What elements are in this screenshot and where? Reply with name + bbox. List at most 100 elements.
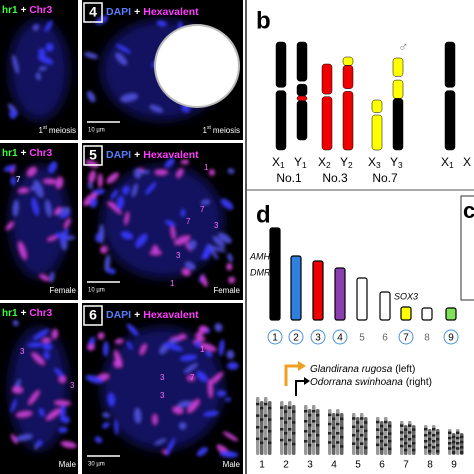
species-note: (right) xyxy=(406,377,432,388)
scale-label: 10 µm xyxy=(88,288,105,294)
chromosome-blob xyxy=(89,197,98,208)
karyotype-band xyxy=(268,430,272,433)
arrow xyxy=(295,380,306,396)
karyotype-band xyxy=(328,413,332,417)
karyotype-chromosome xyxy=(284,405,288,455)
karyotype-band xyxy=(280,406,284,409)
chromosome-blob xyxy=(38,48,46,57)
number-circle xyxy=(310,329,326,345)
karyotype-band xyxy=(264,414,268,417)
chromosome-blob xyxy=(43,178,57,184)
chromosome-blob xyxy=(39,274,50,282)
karyotype-band xyxy=(288,406,292,409)
caption: Female xyxy=(213,286,240,295)
karyotype-band xyxy=(332,426,336,430)
karyotype-band xyxy=(292,432,296,435)
karyotype-number: 1 xyxy=(259,460,265,471)
chromosome-blob xyxy=(200,247,212,260)
chromosome-blob xyxy=(174,235,191,245)
chromosome-blob xyxy=(33,180,44,198)
chromosome xyxy=(321,63,333,95)
gene-label: SOX3 xyxy=(394,291,418,301)
chromosome-blob xyxy=(107,392,116,407)
chromosome-blob xyxy=(152,414,158,425)
karyotype-band xyxy=(308,444,312,447)
chromosome-number: 7 xyxy=(403,333,409,344)
chromosome-number: 9 xyxy=(448,333,454,344)
chromosome-blob xyxy=(97,332,105,340)
chromosome-blob xyxy=(187,375,195,381)
karyotype-band xyxy=(308,424,312,427)
chromosome-blob xyxy=(228,276,236,284)
chromosome xyxy=(392,79,404,99)
karyotype-band xyxy=(412,435,416,438)
chromosome-blob xyxy=(48,161,58,174)
chromosome-blob xyxy=(55,232,62,239)
chromosome-blob xyxy=(195,331,204,339)
karyotype-band xyxy=(432,434,436,437)
panel-number: 4 xyxy=(89,4,97,20)
chromosome-blob xyxy=(61,228,69,244)
karyotype-band xyxy=(280,417,284,420)
caption-num: 1 xyxy=(203,126,208,135)
chromosome-blob xyxy=(222,431,239,442)
chromosome-blob xyxy=(139,343,147,355)
karyotype-band xyxy=(408,431,412,434)
karyotype-band xyxy=(288,417,292,420)
label-base: Y xyxy=(294,155,302,169)
karyotype-band xyxy=(268,441,272,445)
channel-label: DAPI + Hexavalent xyxy=(106,309,199,321)
chromosome-blob xyxy=(9,109,17,119)
karyotype-band xyxy=(332,417,336,421)
chromosome-blob xyxy=(169,338,180,344)
chromosome-blob xyxy=(134,407,142,424)
chromosome-blob xyxy=(120,93,139,103)
inset xyxy=(154,24,240,108)
karyotype-chromosome xyxy=(292,405,296,455)
karyotype-band xyxy=(256,437,260,441)
karyotype-band xyxy=(284,410,288,413)
chromosome-blob xyxy=(114,350,123,368)
micrograph xyxy=(3,161,76,283)
annotation: 3 xyxy=(160,373,165,382)
karyotype-band xyxy=(340,436,344,439)
karyotype-band xyxy=(384,420,388,424)
chromosome-blob xyxy=(165,220,176,227)
karyotype-band xyxy=(264,437,268,441)
karyotype-band xyxy=(384,443,388,447)
scale-label: 10 µm xyxy=(88,128,105,134)
chromosome xyxy=(392,98,404,151)
annotation: 3 xyxy=(176,251,181,260)
karyotype-band xyxy=(400,424,404,427)
chromosome-blob xyxy=(58,426,68,433)
chromosome-blob xyxy=(15,411,33,418)
label-sub: 1 xyxy=(449,160,454,170)
chromosome-blob xyxy=(220,198,234,210)
karyotype-band xyxy=(404,428,408,431)
species-name: Glandirana rugosa xyxy=(310,364,393,375)
caption: 1st meiosis xyxy=(39,125,76,135)
chromosome-blob xyxy=(85,374,104,384)
chromosome-blob xyxy=(43,351,50,360)
karyotype-band xyxy=(268,418,272,421)
annotation: 3 xyxy=(20,347,25,356)
chromosome-label: Y3 xyxy=(390,155,403,170)
karyotype-band xyxy=(304,440,308,443)
micrograph xyxy=(9,320,77,451)
chromosome-blob xyxy=(12,386,23,394)
karyotype-band xyxy=(384,428,388,431)
chromosome-blob xyxy=(104,254,111,272)
chromosome-blob xyxy=(149,250,162,256)
chromosome-blob xyxy=(164,158,175,168)
chromosome-blob xyxy=(177,400,192,408)
karyotype-band xyxy=(304,430,308,433)
karyotype-band xyxy=(404,442,408,445)
karyotype-band xyxy=(336,413,340,417)
caption-sup: st xyxy=(43,125,48,131)
chromosome-blob xyxy=(55,176,64,189)
karyotype-band xyxy=(424,446,428,449)
karyotype-number: 6 xyxy=(379,460,385,471)
chromosome-blob xyxy=(200,343,217,352)
chromosome-blob xyxy=(184,363,198,374)
